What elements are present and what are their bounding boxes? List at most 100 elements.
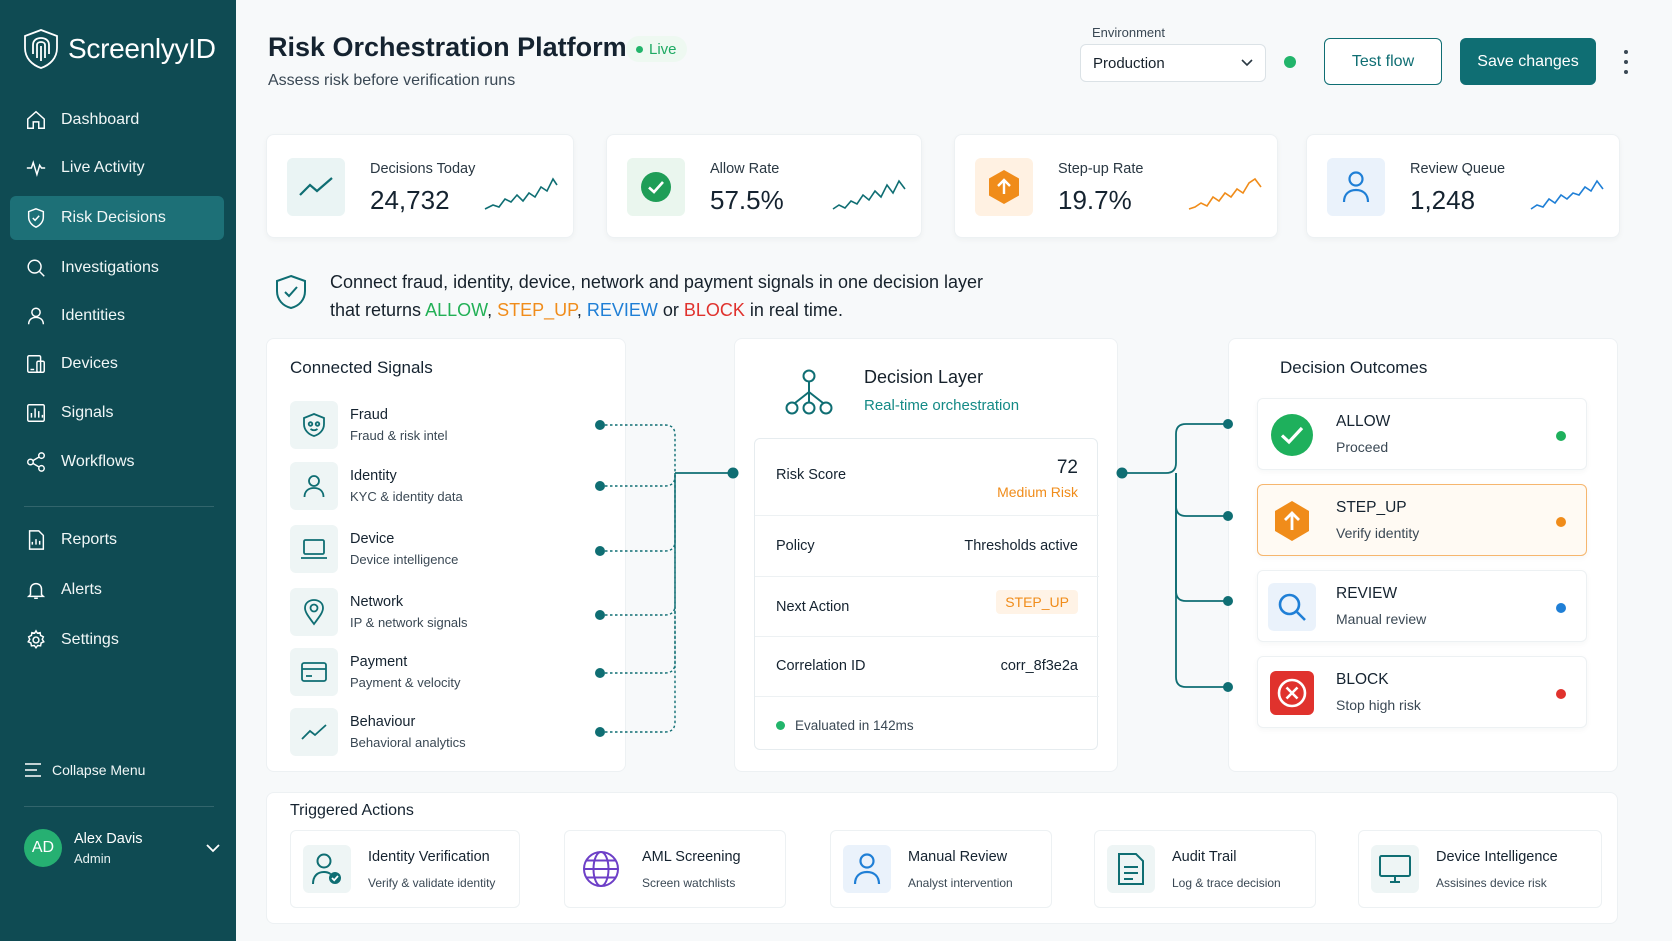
shield-check-icon (276, 274, 306, 310)
banner-step-up: STEP_UP (497, 300, 577, 320)
banner-line-1: Connect fraud, identity, device, network… (330, 272, 984, 292)
status-dot (1556, 603, 1566, 613)
action-desc: Log & trace decision (1172, 876, 1281, 890)
network-nodes-icon (785, 369, 833, 415)
menu-icon (25, 763, 41, 777)
signal-desc: Payment & velocity (350, 675, 461, 690)
sidebar-item-devices[interactable]: Devices (10, 342, 224, 386)
banner-separator: , (576, 300, 587, 320)
action-desc: Screen watchlists (642, 876, 736, 890)
action-name: Device Intelligence (1436, 849, 1558, 865)
policy-row: Policy Thresholds active (755, 516, 1099, 577)
report-icon (28, 530, 45, 550)
status-label: Live (649, 40, 677, 58)
action-card-device-intelligence[interactable]: Device Intelligence Assisines device ris… (1358, 830, 1602, 908)
save-changes-button[interactable]: Save changes (1460, 38, 1596, 85)
sidebar-item-risk-decisions[interactable]: Risk Decisions (10, 196, 224, 240)
sidebar-item-reports[interactable]: Reports (10, 518, 224, 562)
next-action-row: Next Action STEP_UP (755, 577, 1099, 637)
more-options-button[interactable] (1618, 50, 1634, 74)
policy-label: Policy (776, 538, 815, 554)
user-menu[interactable]: AD Alex Davis Admin (24, 826, 220, 870)
action-card-manual-review[interactable]: Manual Review Analyst intervention (830, 830, 1052, 908)
kpi-value: 19.7% (1058, 185, 1132, 215)
signal-row-behaviour[interactable]: Behaviour Behavioral analytics (290, 704, 590, 760)
sidebar-item-investigations[interactable]: Investigations (10, 246, 224, 290)
status-dot (1556, 431, 1566, 441)
sidebar-item-identities[interactable]: Identities (10, 294, 224, 338)
signal-row-identity[interactable]: Identity KYC & identity data (290, 458, 590, 514)
sidebar-item-label: Signals (61, 404, 114, 421)
sparkline-decisions (484, 177, 558, 210)
collapse-menu-button[interactable]: Collapse Menu (24, 762, 145, 778)
sidebar-item-workflows[interactable]: Workflows (10, 440, 224, 484)
decision-layer-title: Decision Layer (864, 367, 984, 387)
action-desc: Analyst intervention (908, 876, 1013, 890)
kpi-card-review-queue: Review Queue 1,248 (1306, 134, 1620, 238)
outcome-desc: Proceed (1336, 439, 1389, 455)
action-card-audit-trail[interactable]: Audit Trail Log & trace decision (1094, 830, 1316, 908)
outcome-desc: Manual review (1336, 611, 1427, 627)
status-dot (776, 721, 785, 730)
outcome-card-step-up[interactable]: STEP_UP Verify identity (1257, 484, 1587, 556)
sidebar-item-label: Live Activity (61, 159, 145, 176)
sparkline-review-queue (1530, 179, 1604, 210)
kpi-label: Review Queue (1410, 161, 1506, 177)
kpi-label: Allow Rate (710, 161, 780, 177)
monitor-icon (1371, 845, 1419, 893)
test-flow-button[interactable]: Test flow (1324, 38, 1442, 85)
evaluation-status: Evaluated in 142ms (776, 718, 914, 733)
collapse-menu-label: Collapse Menu (52, 762, 146, 778)
sidebar-item-dashboard[interactable]: Dashboard (10, 98, 224, 142)
brand[interactable]: ScreenlyyID (22, 28, 216, 70)
sidebar-item-signals[interactable]: Signals (10, 391, 224, 435)
user-role: Admin (74, 850, 111, 866)
risk-level: Medium Risk (997, 484, 1078, 500)
correlation-value[interactable]: corr_8f3e2a (1000, 658, 1078, 674)
sidebar-divider (24, 806, 214, 807)
sparkline-allow-rate (832, 179, 906, 210)
signal-desc: Behavioral analytics (350, 735, 466, 750)
action-card-aml-screening[interactable]: AML Screening Screen watchlists (564, 830, 786, 908)
sidebar-item-settings[interactable]: Settings (10, 618, 224, 662)
outcome-name: STEP_UP (1336, 499, 1407, 516)
devices-icon (27, 355, 45, 373)
signal-row-device[interactable]: Device Device intelligence (290, 521, 590, 577)
decision-outcomes-title: Decision Outcomes (1280, 358, 1428, 377)
evaluation-time: Evaluated in 142ms (795, 718, 914, 733)
signal-desc: KYC & identity data (350, 489, 463, 504)
sidebar-item-label: Workflows (61, 453, 135, 470)
action-desc: Assisines device risk (1436, 876, 1547, 890)
pulse-icon (26, 160, 46, 177)
risk-score-label: Risk Score (776, 467, 847, 483)
banner-allow: ALLOW (425, 300, 488, 320)
chevron-down-icon (1241, 59, 1253, 67)
sidebar-item-label: Alerts (61, 581, 102, 598)
action-card-identity-verification[interactable]: Identity Verification Verify & validate … (290, 830, 520, 908)
bell-icon (26, 582, 46, 599)
next-action-label: Next Action (776, 599, 850, 615)
outcome-card-block[interactable]: BLOCK Stop high risk (1257, 656, 1587, 728)
outcome-card-review[interactable]: REVIEW Manual review (1257, 570, 1587, 642)
signal-row-network[interactable]: Network IP & network signals (290, 584, 590, 640)
search-icon (1268, 583, 1316, 631)
sidebar-item-label: Investigations (61, 259, 159, 276)
kpi-label: Step-up Rate (1058, 161, 1144, 177)
signal-row-fraud[interactable]: Fraud Fraud & risk intel (290, 397, 590, 453)
status-badge: Live (626, 36, 687, 62)
triggered-actions-title: Triggered Actions (290, 802, 414, 819)
outcome-card-allow[interactable]: ALLOW Proceed (1257, 398, 1587, 470)
sidebar: ScreenlyyID Dashboard Live Activity Risk… (0, 0, 236, 941)
environment-label: Environment (1092, 25, 1165, 40)
environment-select[interactable]: Production (1080, 44, 1266, 82)
avatar: AD (24, 829, 62, 867)
sidebar-item-live-activity[interactable]: Live Activity (10, 146, 224, 190)
trend-icon (290, 708, 338, 756)
banner-suffix: in real time. (744, 300, 843, 320)
signal-row-payment[interactable]: Payment Payment & velocity (290, 644, 590, 700)
check-circle-icon (1268, 411, 1316, 459)
sidebar-item-label: Risk Decisions (61, 209, 166, 226)
sidebar-item-alerts[interactable]: Alerts (10, 568, 224, 612)
action-name: Manual Review (908, 849, 1008, 865)
signal-name: Network (350, 594, 404, 610)
